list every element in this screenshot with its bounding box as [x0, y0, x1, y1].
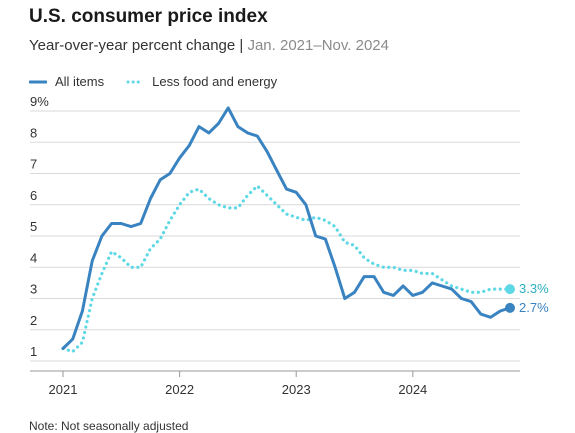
legend-item-core: Less food and energy [126, 74, 277, 89]
legend-label-all-items: All items [55, 74, 105, 89]
y-tick-label: 1 [30, 344, 37, 359]
x-tick-label: 2021 [49, 382, 78, 397]
chart-subtitle: Year-over-year percent change | Jan. 202… [29, 37, 389, 54]
legend: All items Less food and energy [29, 74, 299, 89]
y-tick-label: 5 [30, 219, 37, 234]
legend-swatch-all-items [29, 80, 47, 83]
legend-label-core: Less food and energy [152, 74, 278, 89]
end-label-core: 3.3% [519, 281, 549, 296]
chart-title: U.S. consumer price index [29, 6, 268, 27]
y-tick-label: 4 [30, 250, 37, 265]
legend-item-all-items: All items [29, 74, 104, 89]
y-tick-label: 3 [30, 282, 37, 297]
x-tick-label: 2022 [165, 382, 194, 397]
y-tick-label: 9% [30, 94, 49, 109]
y-tick-label: 2 [30, 313, 37, 328]
y-tick-label: 8 [30, 125, 37, 140]
y-tick-label: 7 [30, 157, 37, 172]
subtitle-date-range: Jan. 2021–Nov. 2024 [247, 37, 389, 54]
x-tick-label: 2024 [398, 382, 427, 397]
end-marker-core [505, 284, 515, 295]
end-label-all-items: 2.7% [519, 300, 549, 315]
series-line-core [61, 184, 512, 354]
series-line-all-items [61, 106, 512, 350]
chart-note: Note: Not seasonally adjusted [29, 419, 189, 433]
subtitle-text: Year-over-year percent change | [29, 37, 248, 54]
y-tick-label: 6 [30, 188, 37, 203]
end-marker-all-items [505, 302, 515, 313]
x-tick-label: 2023 [282, 382, 311, 397]
